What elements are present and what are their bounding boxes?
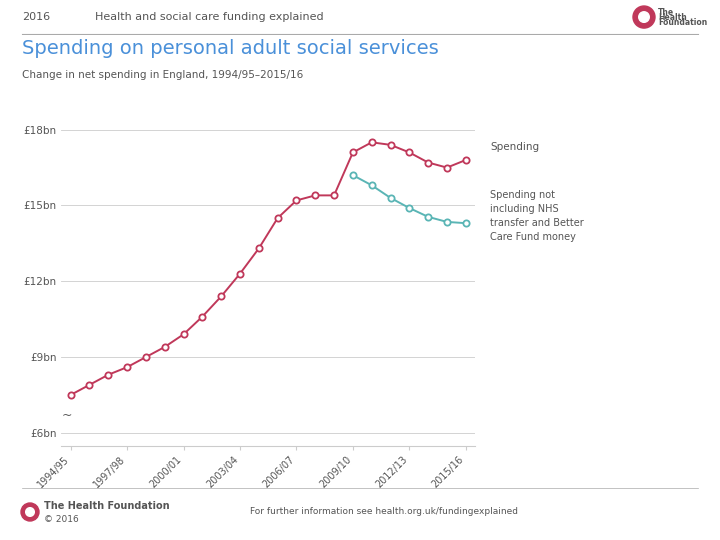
Text: Health: Health — [658, 12, 687, 22]
Circle shape — [639, 12, 649, 22]
Text: ~: ~ — [61, 409, 72, 422]
Text: Health and social care funding explained: Health and social care funding explained — [95, 12, 323, 22]
Text: 2016: 2016 — [22, 12, 50, 22]
Circle shape — [633, 6, 655, 28]
Text: Spending: Spending — [490, 143, 539, 152]
Text: Spending not
including NHS
transfer and Better
Care Fund money: Spending not including NHS transfer and … — [490, 190, 584, 241]
Text: © 2016: © 2016 — [44, 515, 78, 523]
Text: Spending on personal adult social services: Spending on personal adult social servic… — [22, 39, 438, 58]
Text: For further information see health.org.uk/fundingexplained: For further information see health.org.u… — [250, 508, 518, 516]
Text: Foundation: Foundation — [658, 18, 707, 26]
Circle shape — [21, 503, 39, 521]
Text: The Health Foundation: The Health Foundation — [44, 501, 170, 511]
Text: The: The — [658, 8, 674, 17]
Circle shape — [26, 508, 35, 516]
Text: Change in net spending in England, 1994/95–2015/16: Change in net spending in England, 1994/… — [22, 70, 303, 80]
